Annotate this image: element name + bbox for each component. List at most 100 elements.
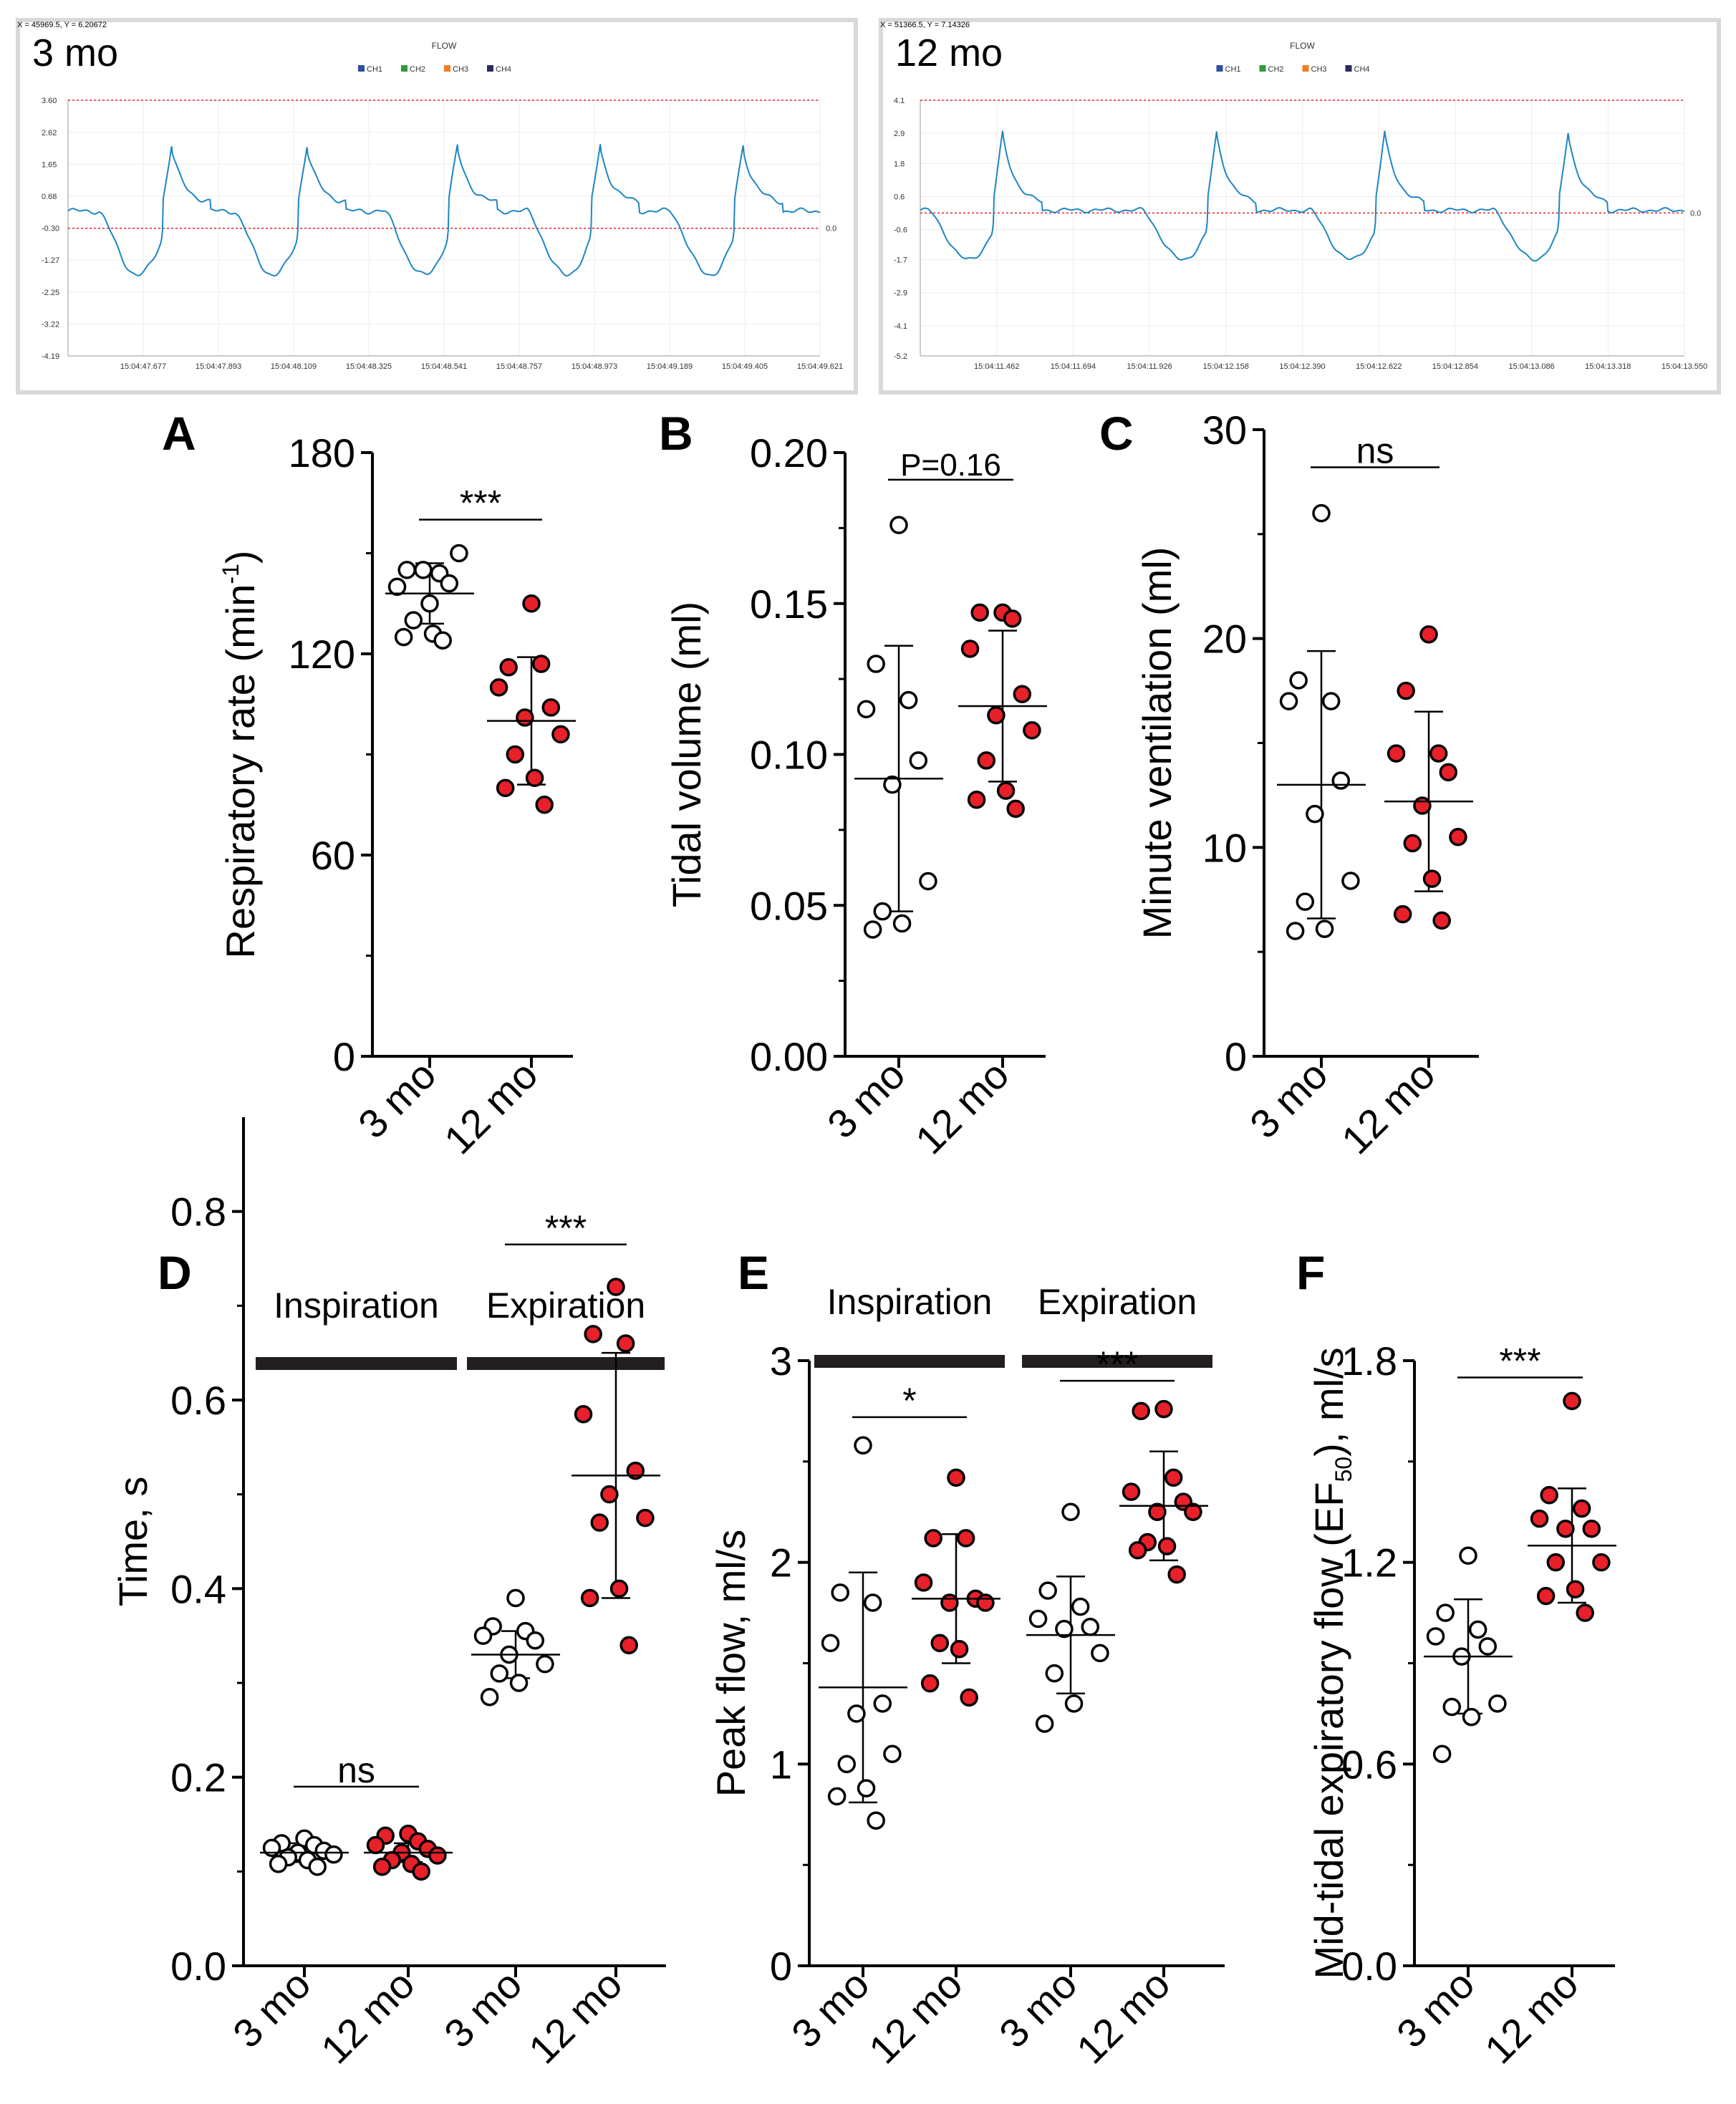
panel-D-group-0-point-6: [324, 1845, 343, 1864]
panel-E-group-3-point-6: [1184, 1502, 1202, 1521]
panel-B-group-1-point-6: [1023, 721, 1041, 740]
panel-F-group-1-point-5: [1556, 1519, 1575, 1538]
panel-C-y-tick-label-2: 20: [1202, 617, 1247, 662]
panel-E-group-0-point-2: [863, 1593, 882, 1612]
trace1-xtick-2: 15:04:48.109: [271, 362, 317, 371]
panel-D-group-1-point-9: [372, 1858, 392, 1876]
panel-F-group-0-point-9: [1432, 1745, 1452, 1763]
panel-C-group-1-point-8: [1422, 869, 1442, 888]
panel-C-group-1-point-3: [1387, 744, 1406, 763]
trace2-legend-swatch-1: [1216, 65, 1223, 72]
panel-D-sig-label-0: ns: [337, 1750, 375, 1790]
trace2-xtick-9: 15:04:13.550: [1662, 362, 1707, 371]
panel-D-y-tick-label-1: 0.2: [170, 1755, 226, 1800]
panel-F-group-0-point-6: [1488, 1694, 1507, 1713]
panel-C-group-0-point-7: [1296, 892, 1315, 911]
panel-C-y-title: Minute ventilation (ml): [1134, 547, 1180, 940]
panel-E-group-3-point-0: [1154, 1399, 1173, 1419]
panel-D-group-3-point-10: [619, 1636, 638, 1655]
trace1-legend-3: CH3: [453, 65, 468, 74]
panel-D-group-2-point-7: [490, 1664, 509, 1683]
panel-B-group-0-point-6: [919, 872, 937, 891]
panel-D-group-1-point-10: [412, 1862, 430, 1881]
panel-A-group-0-point-0: [420, 594, 439, 613]
panel-A-group-0-point-5: [414, 561, 433, 579]
panel-C-group-1-point-5: [1413, 796, 1432, 815]
panel-B-group-0-point-9: [863, 920, 882, 939]
panel-F-group-0-point-2: [1468, 1620, 1487, 1639]
panel-B-group-0-point-2: [899, 690, 918, 710]
panel-E-group-0-point-1: [831, 1583, 849, 1602]
panel-D-group-3-point-9: [580, 1588, 599, 1608]
panel-D-group-0-point-9: [269, 1855, 288, 1873]
panel-F-group-0-point-1: [1436, 1603, 1455, 1622]
panel-C-group-1-point-1: [1397, 681, 1415, 700]
panel-B-group-0-point-7: [873, 902, 892, 921]
trace2-legend-3: CH3: [1311, 65, 1327, 74]
trace2-xtick-2: 15:04:11.926: [1127, 362, 1172, 371]
trace1-xtick-7: 15:04:49.189: [647, 362, 693, 371]
panel-B-y-tick-label-3: 0.15: [750, 582, 828, 627]
panel-B-y-tick-label-0: 0.00: [750, 1034, 828, 1079]
trace2-ytick-2: 1.8: [894, 160, 905, 168]
panel-E-group-0-point-5: [847, 1704, 866, 1723]
panel-B-sig-label-0: P=0.16: [900, 448, 1001, 483]
trace1-ytick-5: -1.27: [42, 256, 59, 265]
panel-E-phase-label-0: Inspiration: [827, 1282, 993, 1322]
panel-E-group-1-point-5: [940, 1593, 959, 1612]
trace1-ytick-3: 0.68: [42, 193, 57, 201]
panel-F-y-tick-label-2: 1.2: [1341, 1540, 1397, 1586]
panel-A-group-0-point-9: [394, 627, 413, 647]
panel-E-y-tick-label-1: 1: [770, 1742, 792, 1787]
panel-A-group-0-point-6: [450, 544, 468, 563]
panel-E-group-3-point-2: [1164, 1468, 1183, 1487]
panel-C-group-0-point-0: [1312, 503, 1331, 523]
panel-E-group-0-point-10: [867, 1811, 885, 1830]
panel-A-sig-label-0: ***: [460, 483, 501, 523]
panel-E-group-1-point-6: [976, 1593, 995, 1612]
panel-D-y-tick-label-4: 0.8: [170, 1189, 226, 1235]
panel-F-group-0-point-4: [1478, 1637, 1498, 1656]
panel-letter-F: F: [1296, 1246, 1325, 1299]
panel-D-group-3-point-8: [609, 1579, 629, 1598]
trace1-legend-swatch-1: [358, 65, 365, 72]
panel-D-group-2-point-6: [536, 1654, 554, 1674]
panel-F-x-label-1: 12 mo: [1476, 1961, 1587, 2072]
panel-C-group-0-point-2: [1321, 692, 1341, 710]
panel-E-x-label-1: 12 mo: [860, 1961, 971, 2072]
panel-B-group-1-point-8: [996, 781, 1016, 800]
trace2-legend-2: CH2: [1268, 65, 1284, 74]
trace1-xtick-1: 15:04:47.893: [196, 362, 241, 371]
panel-A-y-title-tail: ): [218, 551, 263, 564]
trace1-legend-1: CH1: [367, 65, 382, 74]
panel-E-sig-label-0: *: [902, 1381, 916, 1421]
panel-D-y-title-main: Time, s: [110, 1477, 155, 1606]
panel-B-group-1-point-2: [1003, 609, 1022, 628]
panel-D-y-tick-label-2: 0.4: [170, 1566, 226, 1611]
panel-E-group-2-point-5: [1055, 1619, 1074, 1639]
trace1-ytick-2: 1.65: [42, 160, 57, 169]
panel-D-group-2-point-4: [526, 1631, 545, 1650]
panel-A-group-1-point-5: [516, 708, 534, 727]
panel-E-group-2-point-2: [1071, 1597, 1090, 1616]
panel-C-sig-label-0: ns: [1356, 431, 1394, 471]
panel-E-x-label-3: 12 mo: [1068, 1961, 1179, 2072]
panel-A-y-title-sup: -1: [218, 564, 243, 584]
panel-F-y-title: Mid-tidal expiratory flow (EF50), ml/s: [1306, 1348, 1356, 1979]
panel-E-sig-label-1: ***: [1096, 1344, 1138, 1384]
panel-E-group-2-point-9: [1035, 1714, 1054, 1733]
trace1-legend-swatch-2: [401, 65, 408, 72]
panel-D-phase-bar-0: [256, 1357, 457, 1370]
panel-A-group-1-point-3: [489, 678, 508, 697]
panel-A-y-tick-label-3: 180: [289, 430, 355, 476]
trace1-legend-swatch-3: [444, 65, 450, 72]
panel-letter-E: E: [738, 1246, 769, 1299]
panel-C-x-label-1: 12 mo: [1333, 1052, 1444, 1163]
panel-A-group-1-point-2: [531, 655, 551, 673]
panel-B-group-1-point-5: [987, 705, 1006, 725]
panel-F-y-tick-label-3: 1.8: [1341, 1338, 1397, 1384]
trace2-readout: X = 51366.5, Y = 7.14326: [880, 21, 970, 29]
panel-C-group-0-point-3: [1279, 692, 1298, 710]
